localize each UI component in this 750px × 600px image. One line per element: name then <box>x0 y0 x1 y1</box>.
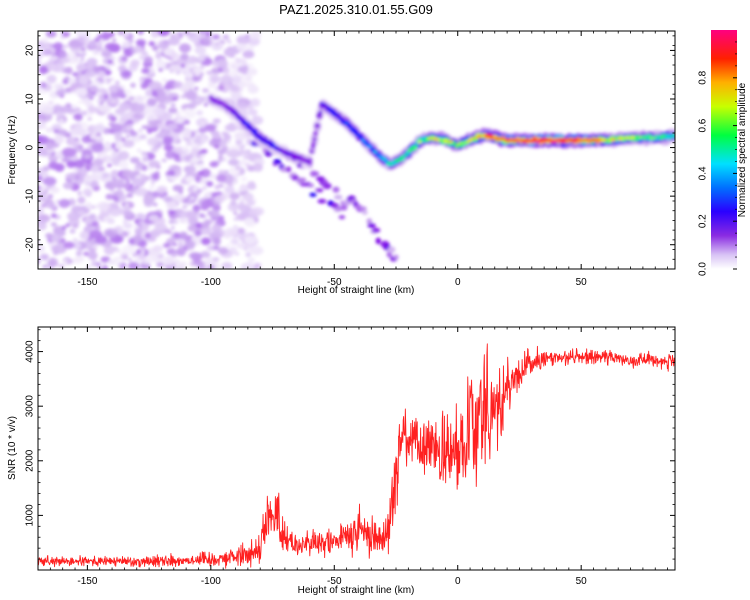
snr-series-line <box>38 343 675 569</box>
spectrogram-xtick-label: -100 <box>201 277 221 288</box>
colorbar-tick-label: 0.0 <box>698 262 709 276</box>
snr-ylabel: SNR (10 * v/v) <box>7 416 18 480</box>
snr-ytick-label: 2000 <box>25 449 36 472</box>
snr-frame <box>37 326 676 571</box>
spectrogram-xlabel: Height of straight line (km) <box>298 285 415 296</box>
colorbar: 0.0 0.2 0.4 0.6 0.8 Normalized spectral ampl… <box>698 30 748 276</box>
snr-xtick-label: -150 <box>77 576 97 587</box>
colorbar-tick-label: 0.4 <box>698 166 709 180</box>
snr-xtick-label: 50 <box>576 576 588 587</box>
spectrogram-ytick-label: -10 <box>25 188 36 203</box>
figure-title: PAZ1.2025.310.01.55.G09 <box>279 2 433 17</box>
spectrogram-xtick-label: 50 <box>576 277 588 288</box>
colorbar-tick-label: 0.6 <box>698 118 709 132</box>
spectrogram-xtick-label: -50 <box>327 277 342 288</box>
spectrogram-xtick-label: -150 <box>77 277 97 288</box>
snr-ytick-label: 3000 <box>25 395 36 418</box>
snr-xtick-label: -50 <box>327 576 342 587</box>
colorbar-tick-label: 0.8 <box>698 70 709 84</box>
snr-xlabel: Height of straight line (km) <box>298 585 415 596</box>
colorbar-tick-label: 0.2 <box>698 214 709 228</box>
colorbar-gradient <box>711 30 737 269</box>
snr-ytick-label: 1000 <box>25 504 36 527</box>
spectrogram-ylabel: Frequency (Hz) <box>7 116 18 185</box>
spectrogram-ytick-label: 10 <box>25 93 36 105</box>
spectrogram-ytick-label: 20 <box>25 44 36 56</box>
colorbar-label: Normalized spectral amplitude <box>737 82 748 217</box>
spectrogram-ytick-label: -20 <box>25 237 36 252</box>
spectrogram-ytick-label: 0 <box>25 144 36 150</box>
spectrogram-xtick-label: 0 <box>455 277 461 288</box>
snr-panel: -150 -100 -50 0 50 1000 2000 3000 4000 Height of… <box>7 326 676 596</box>
spectrogram-frame <box>37 30 676 270</box>
snr-xtick-label: -100 <box>201 576 221 587</box>
snr-xtick-label: 0 <box>455 576 461 587</box>
snr-ticks: -150 -100 -50 0 50 1000 2000 3000 4000 <box>25 327 675 587</box>
colorbar-ticks: 0.0 0.2 0.4 0.6 0.8 <box>698 41 737 276</box>
spectrogram-image <box>38 31 675 269</box>
snr-plot <box>38 343 675 569</box>
snr-ytick-label: 4000 <box>25 340 36 363</box>
